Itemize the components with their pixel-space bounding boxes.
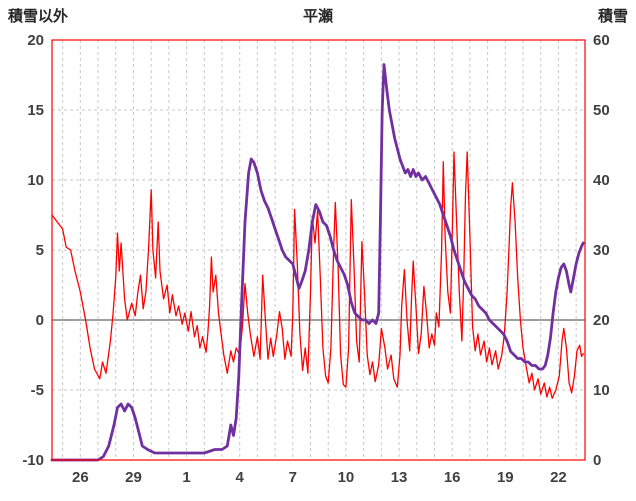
x-tick-label: 10: [338, 469, 355, 486]
right-tick-label: 50: [593, 102, 610, 119]
left-tick-label: 10: [27, 172, 44, 189]
series-lines: [50, 63, 585, 462]
plot-border: [51, 39, 586, 461]
x-tick-label: 4: [236, 469, 245, 486]
left-axis-title: 積雪以外: [7, 7, 68, 25]
left-tick-label: 0: [36, 312, 44, 329]
right-tick-label: 40: [593, 172, 610, 189]
x-tick-label: 29: [125, 469, 142, 486]
x-tick-label: 16: [444, 469, 461, 486]
left-tick-label: 5: [36, 242, 44, 259]
right-axis-title: 積雪: [597, 7, 628, 25]
left-tick-label: -10: [22, 452, 44, 469]
left-tick-label: -5: [31, 382, 44, 399]
left-tick-label: 20: [27, 32, 44, 49]
x-tick-label: 1: [182, 469, 190, 486]
right-tick-label: 60: [593, 32, 610, 49]
x-tick-label: 13: [391, 469, 408, 486]
right-tick-label: 10: [593, 382, 610, 399]
left-tick-label: 15: [27, 102, 44, 119]
right-tick-label: 30: [593, 242, 610, 259]
chart-title: 平瀬: [303, 7, 333, 25]
plot-frame: [51, 39, 586, 461]
gridlines: [52, 40, 585, 460]
x-tick-label: 7: [289, 469, 297, 486]
x-tick-label: 26: [72, 469, 89, 486]
x-tick-label: 22: [550, 469, 567, 486]
right-tick-label: 20: [593, 312, 610, 329]
series-line-0: [51, 151, 584, 400]
x-tick-label: 19: [497, 469, 514, 486]
series-line-1: [50, 63, 585, 462]
right-tick-label: 0: [593, 452, 601, 469]
